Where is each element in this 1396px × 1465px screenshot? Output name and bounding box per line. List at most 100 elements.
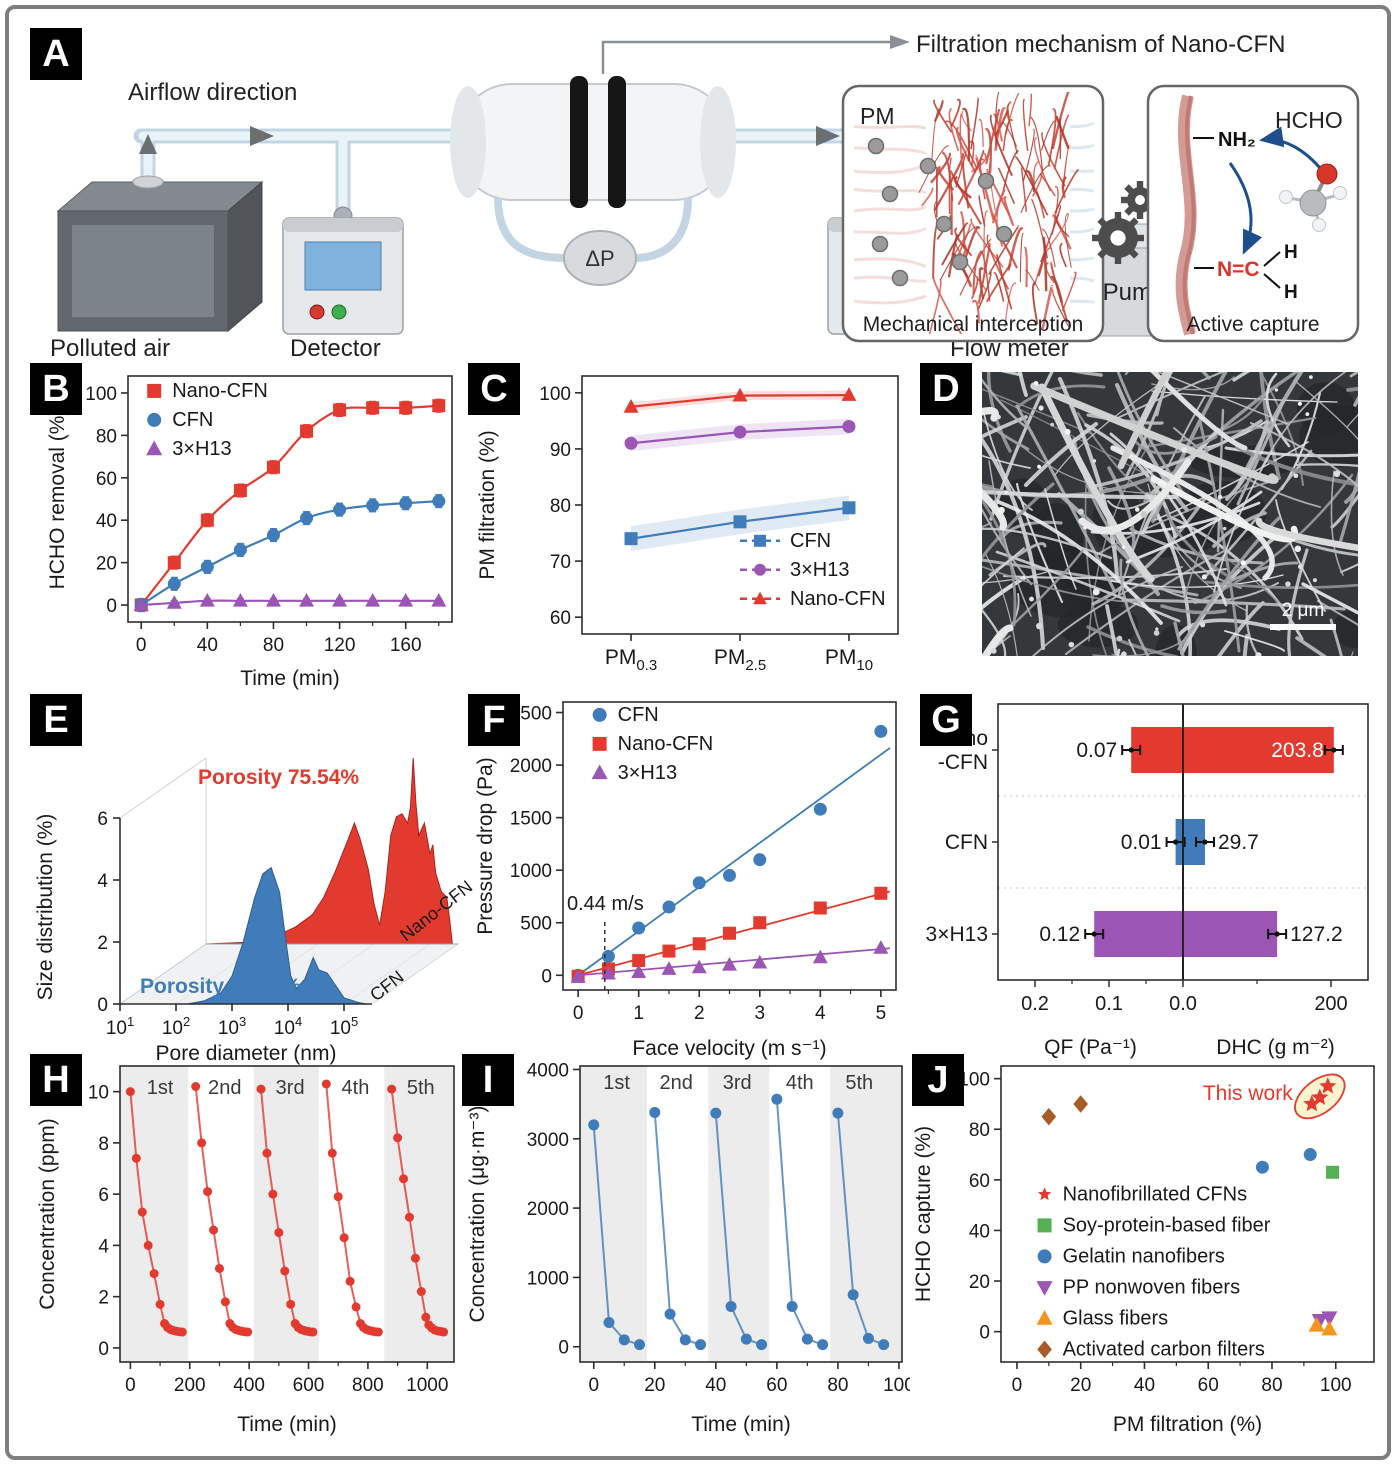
svg-text:0: 0 [558,1338,569,1359]
svg-text:60: 60 [550,608,571,629]
svg-text:Nano-CFN: Nano-CFN [618,733,714,755]
svg-text:3×H13: 3×H13 [172,438,232,460]
svg-text:600: 600 [293,1375,325,1396]
panel-label-d: D [920,363,972,415]
svg-text:100: 100 [883,1375,910,1396]
svg-text:-CFN: -CFN [938,751,988,774]
svg-text:Gelatin nanofibers: Gelatin nanofibers [1063,1245,1225,1267]
svg-text:6: 6 [97,809,108,830]
panel-a-setup-diagram: ΔP [50,31,1360,358]
svg-text:0: 0 [97,995,108,1016]
svg-text:120: 120 [324,635,356,656]
nanofiber-strand [1175,94,1197,336]
panel-label-j: J [912,1054,964,1106]
svg-text:100: 100 [1320,1375,1352,1396]
svg-text:PM filtration (%): PM filtration (%) [476,430,499,579]
svg-text:60: 60 [96,469,117,490]
svg-text:2000: 2000 [510,756,552,777]
svg-text:3000: 3000 [527,1130,569,1151]
svg-text:80: 80 [1261,1375,1282,1396]
ch-bond-bottom [1263,273,1281,289]
svg-text:102: 102 [162,1014,190,1039]
svg-text:40: 40 [1134,1375,1155,1396]
pressure-gauge: ΔP [494,197,692,286]
svg-text:0.1: 0.1 [1095,993,1123,1015]
svg-text:3×H13: 3×H13 [790,559,850,581]
svg-text:80: 80 [263,635,284,656]
svg-text:1500: 1500 [510,809,552,830]
svg-text:0: 0 [979,1323,990,1344]
chart-hcho-removal: Nano-CFN CFN 3×H13 0 40 80 120 160 0 20 40 60 80 100 T… [46,375,453,690]
svg-text:0: 0 [136,635,147,656]
svg-text:60: 60 [766,1375,787,1396]
svg-text:3rd: 3rd [723,1072,752,1094]
svg-text:Pore diameter (nm): Pore diameter (nm) [156,1042,337,1065]
svg-text:0.12: 0.12 [1039,923,1080,946]
svg-text:0: 0 [125,1375,136,1396]
panel-label-f: F [468,694,520,746]
svg-text:0: 0 [541,966,552,987]
svg-text:2nd: 2nd [659,1072,692,1094]
svg-text:80: 80 [827,1375,848,1396]
right-arrow-icon [816,126,840,146]
svg-text:0: 0 [98,1339,109,1360]
svg-text:0: 0 [1012,1375,1023,1396]
svg-text:Face velocity (m s⁻¹): Face velocity (m s⁻¹) [632,1037,826,1060]
svg-text:101: 101 [106,1014,134,1039]
red-fiber-mat [853,92,1095,334]
svg-text:4: 4 [98,1236,109,1257]
svg-text:0: 0 [573,1003,584,1024]
svg-text:CFN: CFN [945,831,988,854]
svg-text:4th: 4th [342,1077,370,1099]
svg-text:0.2: 0.2 [1021,993,1049,1015]
svg-text:HCHO capture (%): HCHO capture (%) [912,1126,935,1302]
svg-text:80: 80 [550,496,571,517]
svg-text:Soy-protein-based fiber: Soy-protein-based fiber [1063,1214,1271,1236]
pm-label: PM [860,103,895,129]
svg-text:40: 40 [96,511,117,532]
svg-text:Size distribution (%): Size distribution (%) [34,814,57,1001]
svg-text:90: 90 [550,440,571,461]
chart-pressure-drop: 0.44 m/s CFN Nano-CFN 3×H13 0 1 2 3 4 5 0 500 1000 15… [474,701,897,1060]
dp-label: ΔP [585,246,614,271]
svg-text:4: 4 [815,1003,826,1024]
chart-pm-filtration: CFN 3×H13 Nano-CFN PM0.3 PM2.5 PM10 60 70 80 90 10… [476,375,899,674]
svg-text:QF (Pa⁻¹): QF (Pa⁻¹) [1044,1036,1137,1059]
chart-comparison-scatter: This work Nanofibrillated CFNs Soy-protein… [912,1065,1375,1436]
svg-text:70: 70 [550,552,571,573]
svg-text:6: 6 [98,1185,109,1206]
svg-text:DHC (g m⁻²): DHC (g m⁻²) [1216,1036,1334,1059]
svg-text:CFN: CFN [618,704,659,726]
filter-holder [450,76,736,208]
mechanism-title: Filtration mechanism of Nano-CFN [916,31,1285,58]
sem-image: 2 μm [982,372,1358,656]
airflow-direction-label: Airflow direction [128,79,297,106]
svg-text:1st: 1st [603,1072,630,1094]
chart-hcho-cycles: 1st 2nd 3rd 4th 5th 0 200 400 600 800 1000 0 2 4 6 8 10 T… [36,1065,455,1436]
svg-text:Glass fibers: Glass fibers [1063,1307,1169,1329]
svg-text:100: 100 [958,1070,990,1091]
svg-text:4th: 4th [786,1072,814,1094]
svg-text:4000: 4000 [527,1060,569,1081]
svg-text:105: 105 [330,1014,358,1039]
svg-text:CFN: CFN [790,530,831,552]
svg-text:29.7: 29.7 [1218,831,1259,854]
svg-text:0.44 m/s: 0.44 m/s [567,893,644,915]
polluted-air-label: Polluted air [50,335,170,358]
mechanism-arrow-head [890,35,910,49]
svg-text:Nano-CFN: Nano-CFN [172,380,268,402]
panel-label-h: H [30,1054,82,1106]
svg-text:Time (min): Time (min) [240,667,340,690]
svg-text:3×H13: 3×H13 [618,762,678,784]
svg-text:2500: 2500 [510,704,552,725]
active-capture-box [1146,84,1360,343]
nh2-label: NH₂ [1218,129,1256,151]
svg-text:20: 20 [644,1375,665,1396]
svg-text:3rd: 3rd [276,1077,305,1099]
svg-text:40: 40 [705,1375,726,1396]
svg-text:20: 20 [96,554,117,575]
panel-label-g: G [920,694,972,746]
svg-text:1000: 1000 [527,1268,569,1289]
